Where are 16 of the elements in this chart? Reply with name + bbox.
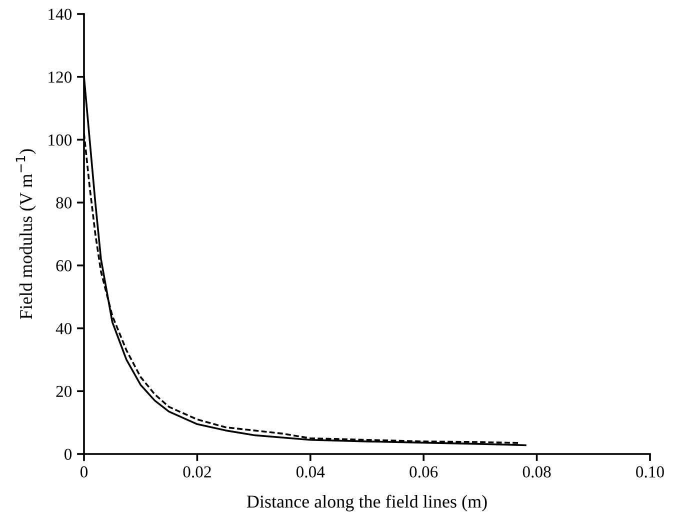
y-tick-label: 20 [56,386,72,398]
x-tick-label: 0.02 [183,466,211,478]
x-tick-label: 0 [80,466,88,478]
y-tick-label: 140 [48,8,72,20]
x-tick-label: 0.08 [522,466,551,478]
y-tick-label: 100 [48,134,72,146]
y-tick-label: 40 [56,322,72,334]
y-tick-label: 60 [56,260,72,272]
y-tick-label: 80 [56,197,72,209]
x-axis-title: Distance along the field lines (m) [246,494,487,512]
x-tick-label: 0.06 [410,466,438,478]
y-axis-title: Field modulus (V m$^{−1}$) [16,149,36,320]
x-tick-label: 0.04 [296,466,325,478]
y-tick-label: 0 [64,448,72,460]
x-tick-label: 0.10 [636,466,664,478]
y-tick-label: 120 [48,72,72,83]
